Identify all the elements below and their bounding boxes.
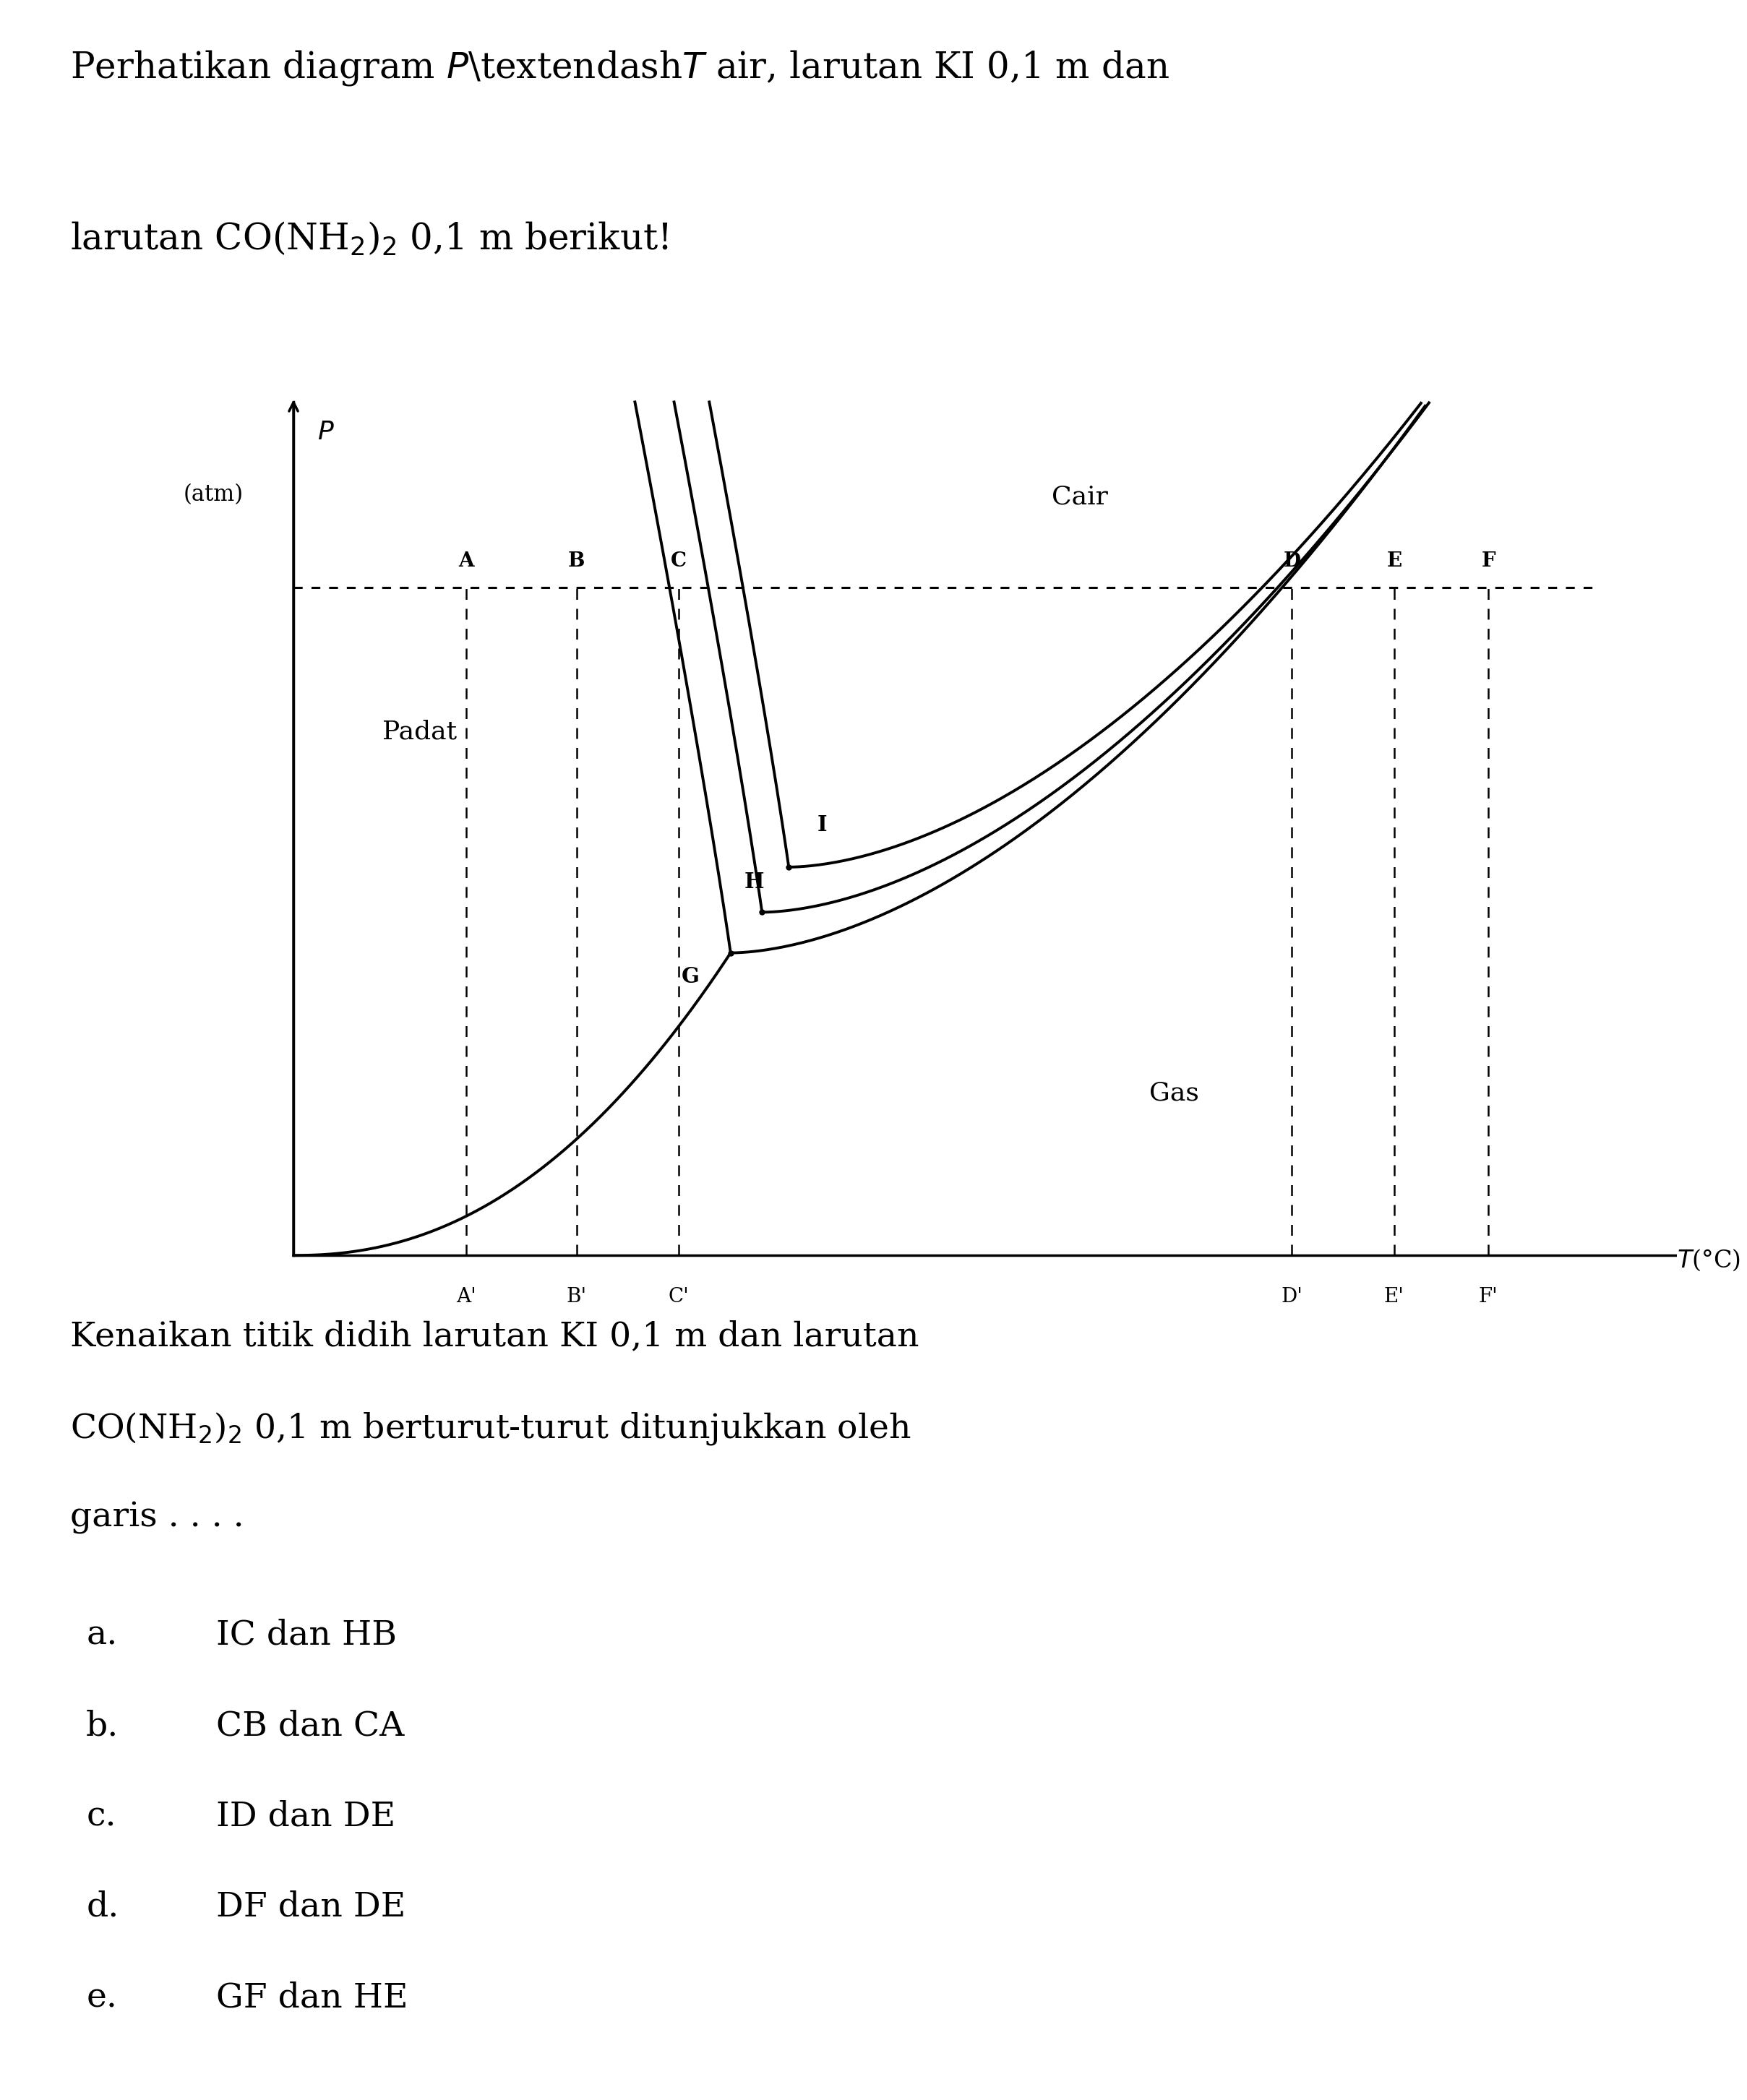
Text: B: B	[568, 552, 585, 571]
Text: $P$: $P$	[316, 420, 334, 445]
Text: H: H	[744, 872, 763, 892]
Text: garis . . . .: garis . . . .	[70, 1502, 245, 1535]
Text: larutan CO(NH$_2$)$_2$ 0,1 m berikut!: larutan CO(NH$_2$)$_2$ 0,1 m berikut!	[70, 220, 667, 258]
Text: B': B'	[566, 1287, 587, 1306]
Text: $T$(°C): $T$(°C)	[1677, 1247, 1740, 1273]
Text: GF dan HE: GF dan HE	[217, 1982, 409, 2014]
Text: Perhatikan diagram $P$\textendash$T$ air, larutan KI 0,1 m dan: Perhatikan diagram $P$\textendash$T$ air…	[70, 48, 1169, 88]
Text: DF dan DE: DF dan DE	[217, 1890, 405, 1924]
Text: IC dan HB: IC dan HB	[217, 1619, 397, 1653]
Text: (atm): (atm)	[183, 483, 243, 506]
Text: I: I	[818, 815, 826, 836]
Text: G: G	[681, 966, 699, 987]
Text: C: C	[671, 552, 687, 571]
Text: e.: e.	[86, 1982, 117, 2014]
Text: CB dan CA: CB dan CA	[217, 1709, 404, 1743]
Text: Padat: Padat	[383, 720, 456, 743]
Text: CO(NH$_2$)$_2$ 0,1 m berturut-turut ditunjukkan oleh: CO(NH$_2$)$_2$ 0,1 m berturut-turut ditu…	[70, 1411, 910, 1447]
Text: E': E'	[1384, 1287, 1405, 1306]
Text: b.: b.	[86, 1709, 119, 1743]
Text: F': F'	[1478, 1287, 1499, 1306]
Text: D': D'	[1281, 1287, 1303, 1306]
Text: D: D	[1284, 552, 1300, 571]
Text: ID dan DE: ID dan DE	[217, 1800, 395, 1833]
Text: c.: c.	[86, 1800, 115, 1833]
Text: Cair: Cair	[1052, 485, 1108, 508]
Text: Kenaikan titik didih larutan KI 0,1 m dan larutan: Kenaikan titik didih larutan KI 0,1 m da…	[70, 1321, 919, 1352]
Text: A: A	[459, 552, 473, 571]
Text: A': A'	[456, 1287, 477, 1306]
Text: C': C'	[669, 1287, 688, 1306]
Text: F: F	[1481, 552, 1495, 571]
Text: a.: a.	[86, 1619, 117, 1653]
Text: E: E	[1387, 552, 1401, 571]
Text: Gas: Gas	[1150, 1082, 1198, 1105]
Text: d.: d.	[86, 1890, 119, 1924]
